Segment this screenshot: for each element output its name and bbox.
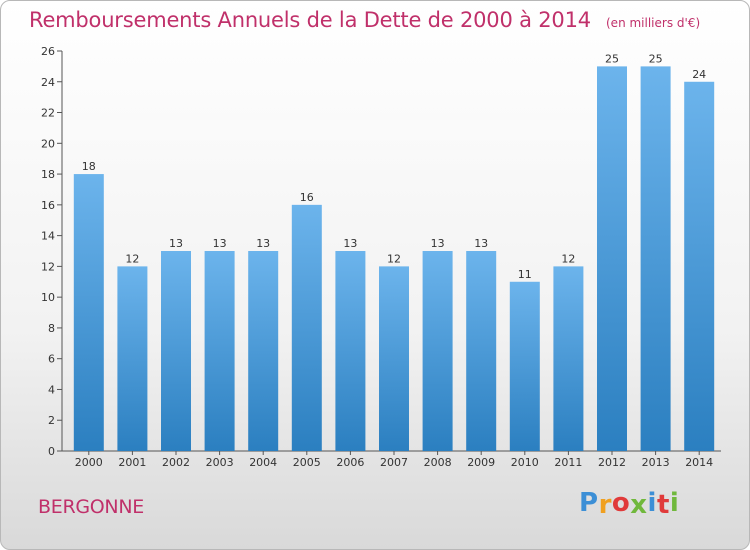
x-tick-label-2002: 2002 [162, 456, 190, 469]
bar-2002 [161, 251, 191, 451]
x-tick-label-2007: 2007 [380, 456, 408, 469]
value-label-2003: 13 [213, 237, 227, 250]
value-label-2013: 25 [649, 52, 663, 65]
y-tick-label: 10 [41, 291, 55, 304]
y-tick-label: 20 [41, 137, 55, 150]
logo-letter: t [656, 490, 670, 520]
logo-letter: o [611, 488, 631, 518]
logo-letter: r [598, 490, 612, 520]
bar-2007 [379, 266, 409, 451]
x-tick-label-2006: 2006 [336, 456, 364, 469]
value-label-2006: 13 [343, 237, 357, 250]
x-tick-label-2001: 2001 [118, 456, 146, 469]
y-tick-label: 24 [41, 76, 55, 89]
bar-2013 [640, 66, 671, 451]
x-tick-label-2003: 2003 [206, 456, 234, 469]
logo-letter: i [669, 488, 680, 518]
y-tick-label: 22 [41, 107, 55, 120]
x-tick-label-2005: 2005 [293, 456, 321, 469]
value-label-2008: 13 [431, 237, 445, 250]
value-label-2004: 13 [256, 237, 270, 250]
y-tick-label: 26 [41, 45, 55, 58]
proxiti-logo[interactable]: Proxiti [579, 488, 680, 520]
value-label-2005: 16 [300, 191, 314, 204]
bar-2001 [117, 266, 148, 451]
y-tick-label: 16 [41, 199, 55, 212]
y-tick-label: 0 [48, 445, 55, 458]
value-label-2009: 13 [474, 237, 488, 250]
x-tick-label-2012: 2012 [598, 456, 626, 469]
value-label-2011: 12 [561, 252, 575, 265]
x-tick-label-2004: 2004 [249, 456, 277, 469]
bar-2014 [684, 81, 715, 452]
x-tick-label-2010: 2010 [511, 456, 539, 469]
value-label-2014: 24 [692, 68, 706, 81]
bar-2011 [553, 266, 584, 451]
bars: 18 12 13 13 13 16 13 12 13 13 11 12 25 25 24 [73, 52, 715, 452]
value-label-2007: 12 [387, 252, 401, 265]
bar-2000 [73, 174, 104, 452]
y-tick-label: 2 [48, 414, 55, 427]
bar-2009 [466, 251, 497, 451]
x-tick-label-2011: 2011 [554, 456, 582, 469]
value-label-2001: 12 [125, 252, 139, 265]
value-label-2002: 13 [169, 237, 183, 250]
chart-subtitle: (en milliers d'€) [606, 16, 701, 30]
y-tick-label: 14 [41, 230, 55, 243]
bar-2006 [335, 251, 366, 451]
value-label-2012: 25 [605, 52, 619, 65]
x-tick-label-2008: 2008 [424, 456, 452, 469]
value-label-2000: 18 [82, 160, 96, 173]
y-tick-label: 4 [48, 383, 55, 396]
chart-title: Remboursements Annuels de la Dette de 20… [29, 8, 591, 32]
bar-2004 [248, 251, 279, 451]
bar-2012 [597, 66, 627, 451]
value-label-2010: 11 [518, 268, 532, 281]
y-tick-label: 12 [41, 260, 55, 273]
commune-name: BERGONNE [38, 496, 144, 518]
x-tick-label-2013: 2013 [642, 456, 670, 469]
y-tick-label: 6 [48, 353, 55, 366]
x-tick-label-2014: 2014 [685, 456, 713, 469]
y-tick-label: 18 [41, 168, 55, 181]
logo-letter: P [579, 488, 599, 518]
bar-2008 [422, 251, 453, 451]
logo-letter: i [647, 488, 657, 518]
x-tick-label-2009: 2009 [467, 456, 495, 469]
bar-2005 [291, 204, 322, 451]
bar-2003 [204, 251, 235, 451]
bar-2010 [509, 281, 540, 451]
y-tick-label: 8 [48, 322, 55, 335]
chart-title-line: Remboursements Annuels de la Dette de 20… [29, 8, 700, 32]
x-tick-label-2000: 2000 [75, 456, 103, 469]
logo-letter: x [630, 490, 648, 520]
